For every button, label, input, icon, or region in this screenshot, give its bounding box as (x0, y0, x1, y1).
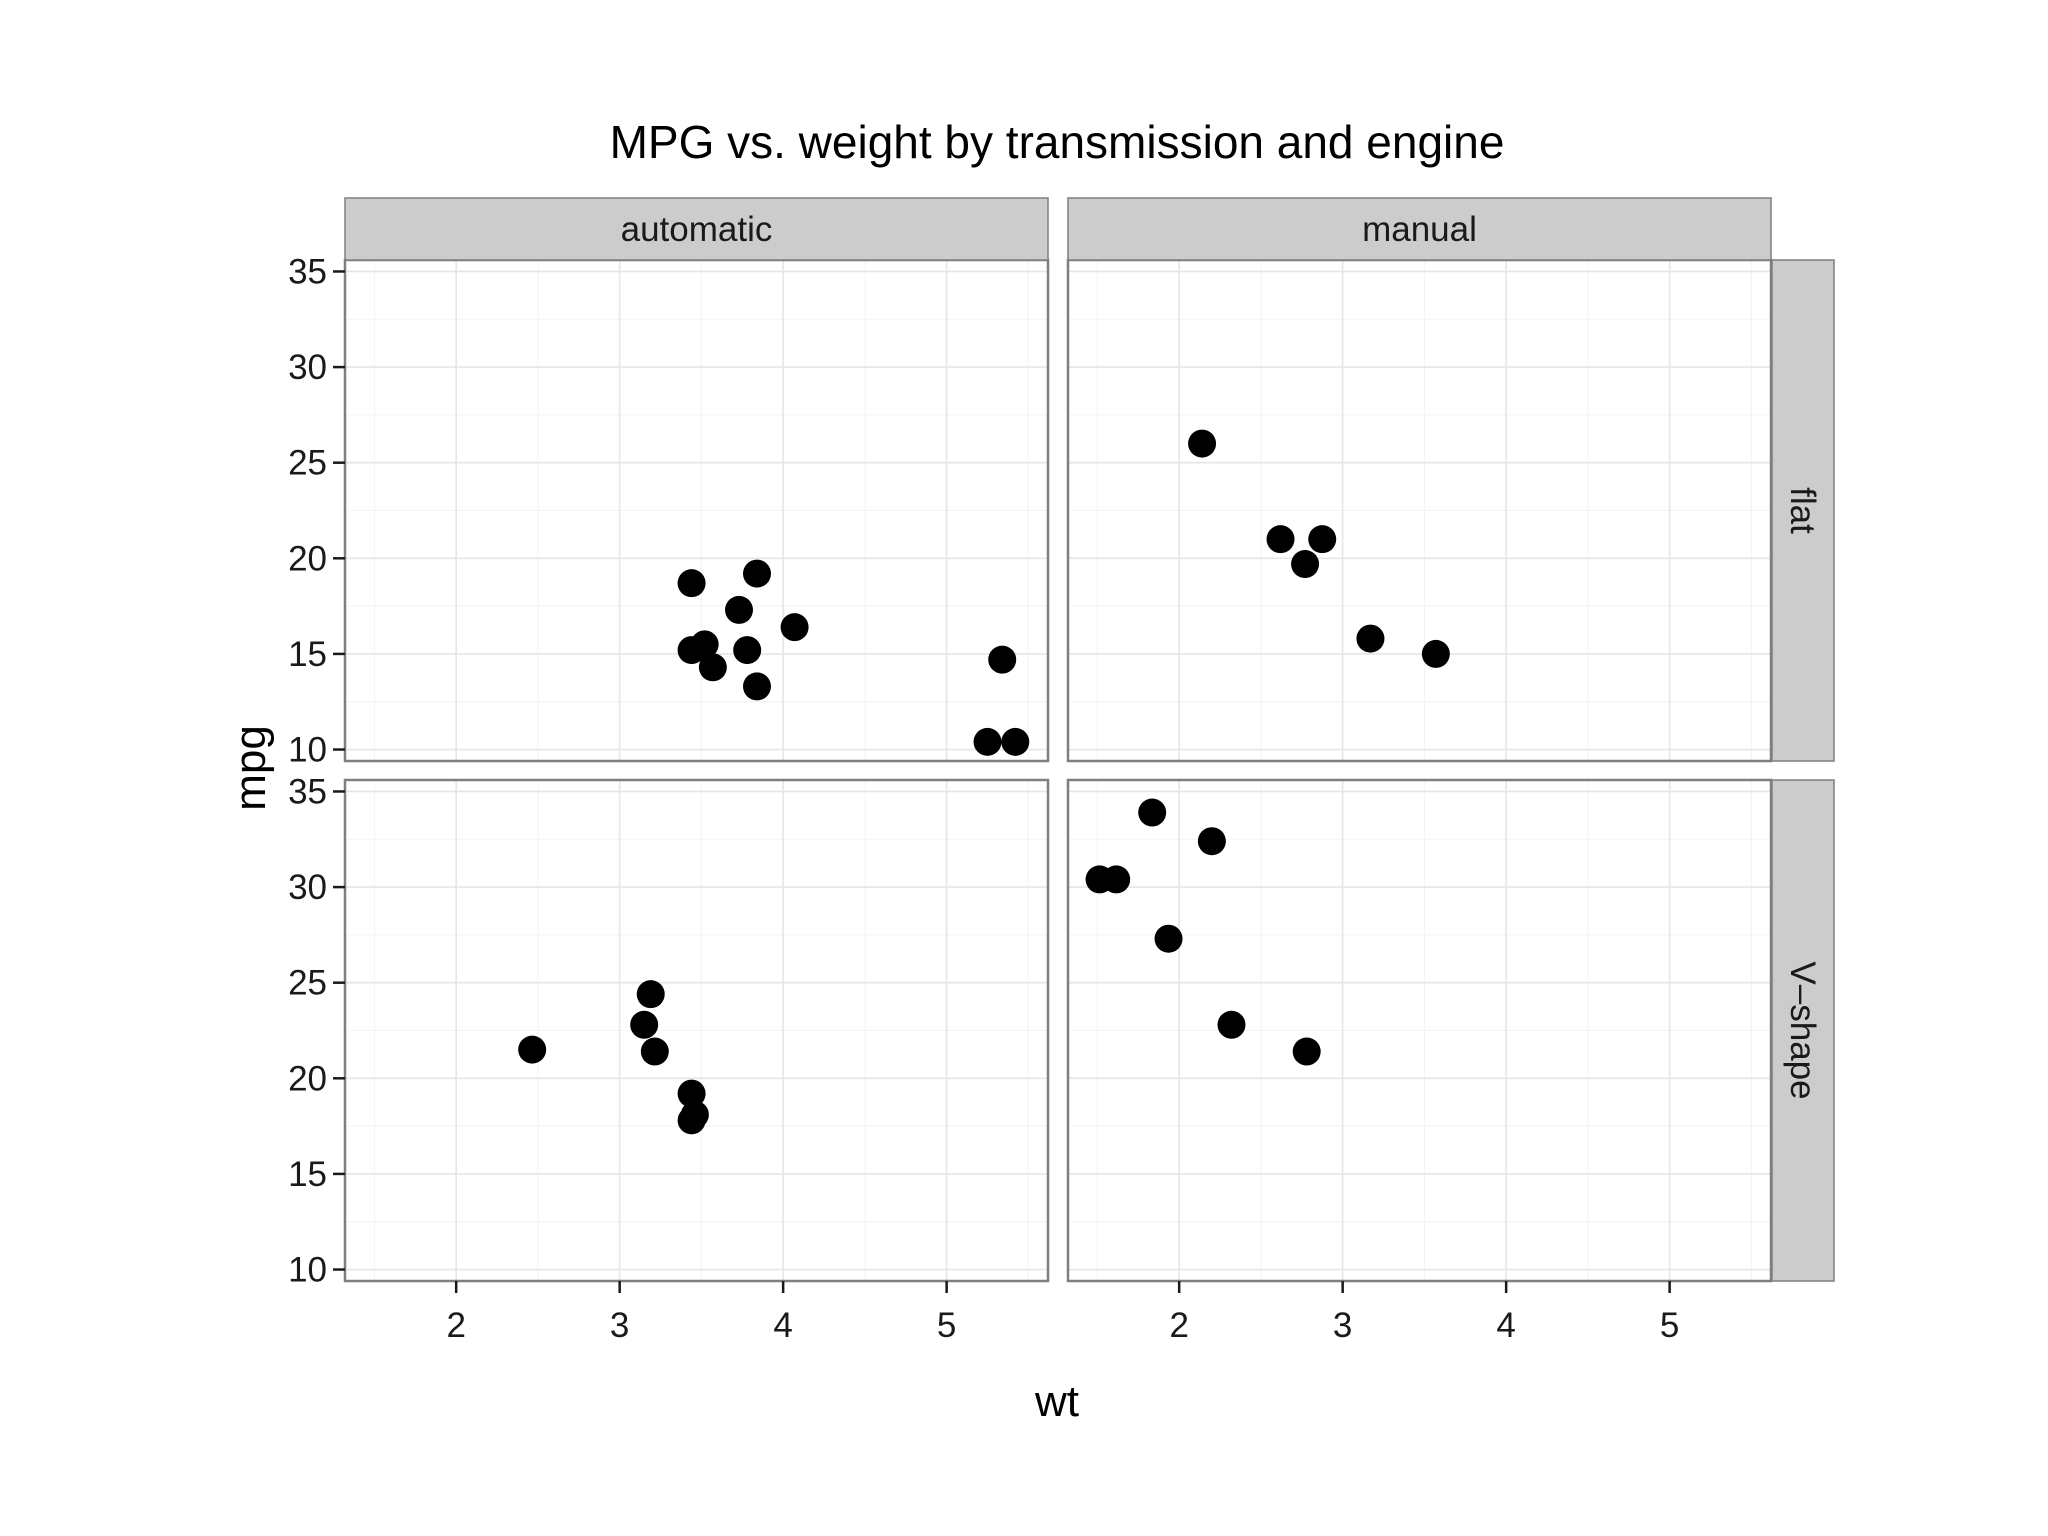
data-point (677, 1106, 706, 1135)
panels-layer: automatic manualflatV–shape10152025303510… (288, 197, 1835, 1345)
data-point (1138, 798, 1167, 827)
column-strip (344, 197, 1049, 261)
data-point (636, 980, 665, 1009)
data-point (1291, 550, 1320, 579)
x-tick-label: 4 (1496, 1306, 1515, 1345)
data-point (725, 595, 754, 624)
y-tick-label: 15 (288, 1155, 327, 1194)
row-strip-label: flat (1783, 487, 1822, 534)
y-tick-label: 30 (288, 348, 327, 387)
panel-border (343, 778, 1050, 1283)
data-point (677, 569, 706, 598)
row-strip-label: V–shape (1783, 961, 1822, 1099)
x-tick-label: 2 (446, 1306, 465, 1345)
y-tick-label: 20 (288, 1059, 327, 1098)
column-strip-label: manual (1362, 210, 1477, 249)
y-tick-label: 15 (288, 635, 327, 674)
data-point (630, 1010, 659, 1039)
y-tick-label: 25 (288, 444, 327, 483)
x-tick-label: 5 (937, 1306, 956, 1345)
y-tick-label: 30 (288, 868, 327, 907)
y-tick-label: 10 (288, 1251, 327, 1290)
column-strip (1067, 197, 1772, 261)
data-point (690, 630, 719, 659)
x-tick-label: 5 (1660, 1306, 1679, 1345)
data-point (742, 672, 771, 701)
data-point (698, 653, 727, 682)
data-point (988, 645, 1017, 674)
data-point (780, 613, 809, 642)
column-strip-label: automatic (621, 210, 773, 249)
y-tick-label: 35 (288, 772, 327, 811)
data-point (973, 727, 1002, 756)
y-tick-label: 20 (288, 539, 327, 578)
x-axis-title: wt (1034, 1377, 1079, 1426)
data-point (1308, 525, 1337, 554)
data-point (1154, 924, 1183, 953)
data-point (1356, 624, 1385, 653)
x-tick-label: 3 (1333, 1306, 1352, 1345)
row-strip (1771, 779, 1835, 1282)
data-point (677, 1079, 706, 1108)
data-point (1188, 429, 1217, 458)
data-point (1001, 727, 1030, 756)
x-tick-label: 3 (610, 1306, 629, 1345)
y-tick-label: 10 (288, 731, 327, 770)
data-point (1292, 1037, 1321, 1066)
data-point (742, 559, 771, 588)
data-point (1217, 1010, 1246, 1039)
x-tick-label: 2 (1169, 1306, 1188, 1345)
chart-title: MPG vs. weight by transmission and engin… (610, 116, 1505, 168)
data-point (1421, 639, 1450, 668)
y-tick-label: 35 (288, 252, 327, 291)
data-point (733, 636, 762, 665)
data-point (1197, 827, 1226, 856)
data-point (518, 1035, 547, 1064)
data-point (1266, 525, 1295, 554)
data-point (1085, 865, 1114, 894)
row-strip (1771, 259, 1835, 762)
y-axis-title: mpg (226, 725, 275, 811)
y-tick-label: 25 (288, 964, 327, 1003)
data-point (640, 1037, 669, 1066)
panel-border (1066, 778, 1773, 1283)
x-tick-label: 4 (773, 1306, 792, 1345)
